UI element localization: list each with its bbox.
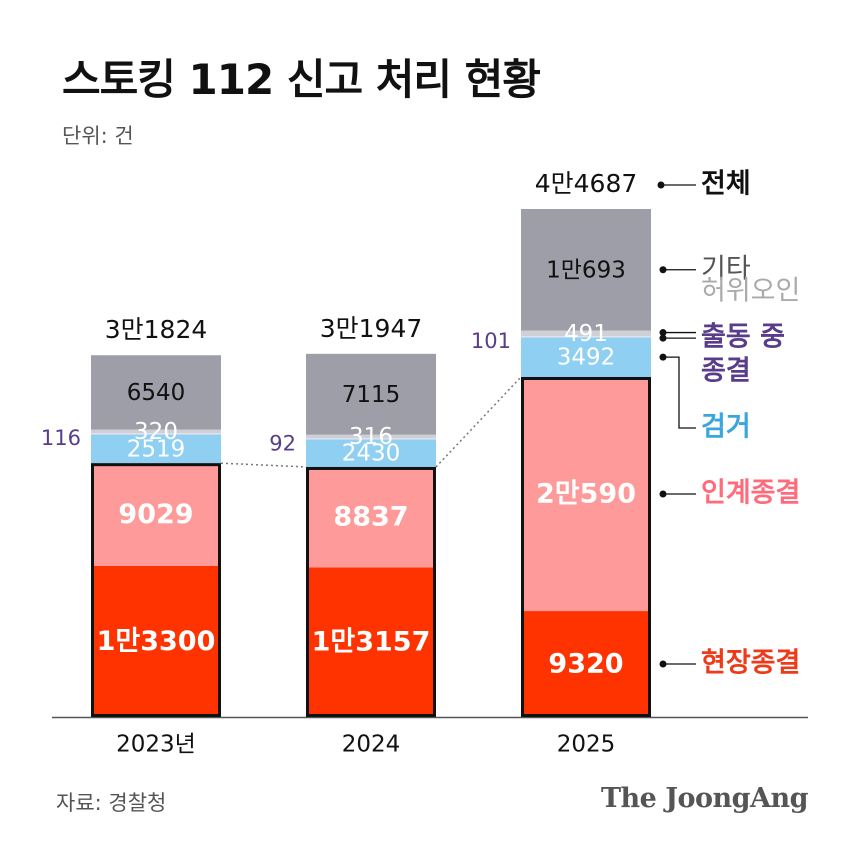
- bar-segment-false_report-1: [306, 434, 436, 439]
- bar-segment-dispatch-2: [521, 336, 651, 338]
- connector-line-0: [220, 462, 307, 468]
- data-label-arrest-0: 2519: [127, 436, 186, 462]
- data-label-other-0: 6540: [127, 380, 186, 406]
- category-label-0: 2023년: [116, 732, 196, 758]
- bar-segment-arrest-0: [91, 434, 221, 464]
- bar-segment-other-2: [521, 209, 651, 331]
- source-label: 자료: 경찰청: [56, 791, 167, 815]
- data-label-transfer-0: 9029: [118, 499, 193, 530]
- data-label-dispatch-1: 92: [269, 431, 296, 455]
- unit-label: 단위: 건: [62, 124, 134, 148]
- bar-segment-onsite-2: [521, 611, 651, 717]
- data-label-arrest-2: 3492: [557, 345, 616, 371]
- legend-dispatch-label-1: 종결: [701, 356, 751, 387]
- data-label-arrest-1: 2430: [342, 441, 401, 467]
- bar-segment-arrest-2: [521, 337, 651, 377]
- legend-total-label: 전체: [701, 169, 751, 200]
- data-label-false_report-0: 320: [134, 419, 178, 445]
- closure-outline-1: [306, 466, 436, 718]
- bar-segment-false_report-0: [91, 429, 221, 434]
- category-label-2: 2025: [557, 732, 616, 758]
- bar-segment-transfer-1: [306, 466, 436, 568]
- closure-outline-0: [91, 463, 221, 717]
- bar-segment-other-0: [91, 355, 221, 430]
- legend-dispatch-label-0: 출동 중: [701, 322, 785, 353]
- legend-false-label: 허위오인: [701, 276, 800, 307]
- bar-segment-onsite-1: [306, 567, 436, 717]
- legend-arrest-label: 검거: [701, 412, 751, 443]
- category-label-1: 2024: [342, 732, 401, 758]
- data-label-other-2: 1만693: [546, 257, 626, 283]
- data-label-transfer-1: 8837: [333, 502, 408, 533]
- data-label-onsite-2: 9320: [548, 649, 623, 680]
- legend-arrest-leader: [663, 356, 696, 429]
- brand-logo: The JoongAng: [600, 783, 809, 814]
- total-label-2: 4만4687: [535, 169, 638, 198]
- closure-outline-2: [521, 376, 651, 717]
- legend-other-label: 기타: [701, 253, 751, 284]
- data-label-onsite-0: 1만3300: [97, 626, 216, 657]
- bar-segment-arrest-1: [306, 439, 436, 467]
- total-label-0: 3만1824: [105, 315, 208, 344]
- bar-segment-dispatch-0: [91, 433, 221, 435]
- bar-segment-dispatch-1: [306, 438, 436, 440]
- bar-segment-transfer-0: [91, 463, 221, 566]
- data-label-transfer-2: 2만590: [536, 479, 636, 510]
- page-title: 스토킹 112 신고 처리 현황: [62, 55, 541, 104]
- data-label-false_report-2: 491: [564, 321, 608, 347]
- data-label-dispatch-0: 116: [41, 426, 81, 450]
- legend-transfer-label: 인계종결: [701, 478, 800, 509]
- connector-line-1: [435, 376, 522, 468]
- bar-segment-transfer-2: [521, 376, 651, 612]
- data-label-other-1: 7115: [342, 382, 401, 408]
- data-label-dispatch-2: 101: [471, 329, 511, 353]
- data-label-onsite-1: 1만3157: [312, 627, 431, 658]
- total-label-1: 3만1947: [320, 314, 423, 343]
- bar-segment-onsite-0: [91, 565, 221, 717]
- bar-segment-other-1: [306, 353, 436, 435]
- legend-onsite-label: 현장종결: [701, 648, 800, 679]
- data-label-false_report-1: 316: [349, 424, 393, 450]
- bar-segment-false_report-2: [521, 330, 651, 337]
